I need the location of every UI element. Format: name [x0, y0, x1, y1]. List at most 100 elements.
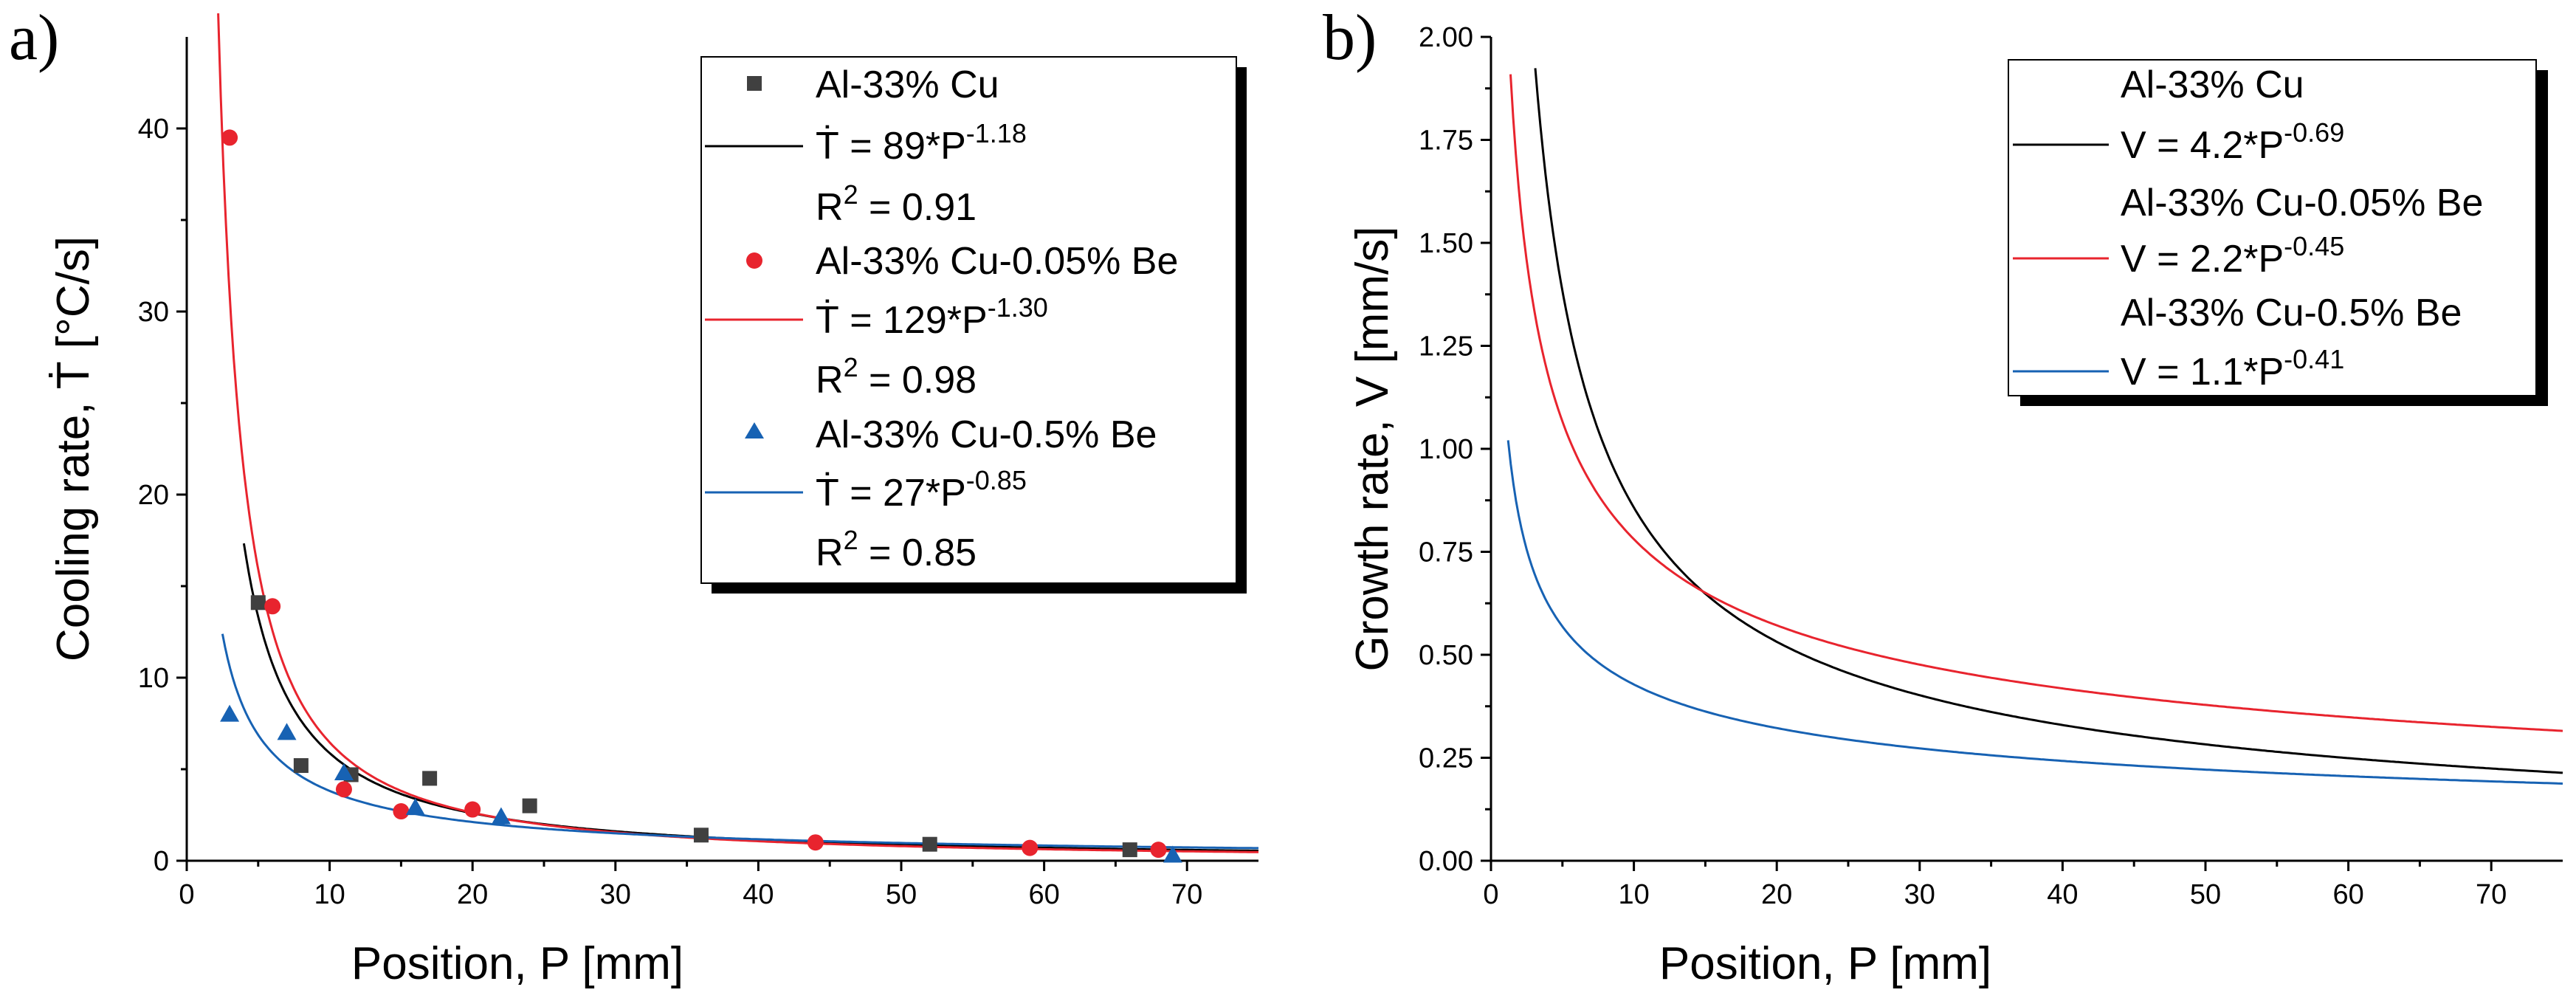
legend-r2-005be-val: = 0.98	[858, 359, 977, 402]
a-y-tick-label: 20	[138, 480, 169, 511]
legend-r2-al33cu-sup: 2	[844, 179, 858, 210]
legend-r2-al33cu-05be: R2 = 0.85	[816, 525, 977, 574]
b-y-tick-label: 1.50	[1419, 228, 1473, 259]
legend-fit-al33cu-005be: Ṫ = 129*P-1.30	[816, 292, 1048, 342]
a-x-tick-label: 20	[457, 879, 488, 910]
legend-b-fit-al33cu-05be: V = 1.1*P-0.41	[2121, 344, 2344, 393]
legend-entry-al33cu: Al-33% Cu	[816, 63, 999, 106]
a-point-triangle	[334, 763, 354, 780]
panel-a-y-title-symbol: Ṫ	[48, 361, 99, 389]
a-point-square	[522, 798, 537, 813]
legend-b-fit-al33cu: V = 4.2*P-0.69	[2121, 117, 2344, 167]
a-point-circle	[464, 801, 481, 818]
a-point-circle	[1150, 842, 1167, 859]
a-point-square	[693, 828, 709, 843]
b-x-tick-label: 30	[1904, 879, 1935, 910]
legend-marker-triangle-icon	[745, 422, 764, 438]
legend-b-entry-al33cu-05be: Al-33% Cu-0.5% Be	[2121, 292, 2462, 334]
a-point-circle	[393, 803, 410, 820]
a-x-tick-label: 60	[1028, 879, 1059, 910]
legend-r2-al33cu-val: = 0.91	[858, 186, 977, 229]
panel-a-y-title-unit: [°C/s]	[48, 236, 99, 361]
panel-b-label: b)	[1323, 2, 1377, 74]
b-y-tick-label: 0.75	[1419, 537, 1473, 568]
panel-b: b) Growth rate, V [mm/s] Position, P [mm…	[1323, 2, 2563, 989]
a-y-tick-label: 0	[154, 846, 169, 877]
a-y-tick-label: 10	[138, 663, 169, 694]
a-x-tick-label: 70	[1171, 879, 1202, 910]
legend-r2-05be-sup: 2	[844, 525, 858, 555]
legend-r2-al33cu-005be: R2 = 0.98	[816, 352, 977, 402]
legend-fit-al33cu-lhs: Ṫ = 89*P	[816, 125, 966, 168]
panel-b-y-axis-title: Growth rate, V [mm/s]	[1347, 227, 1398, 672]
b-y-tick-label: 0.25	[1419, 743, 1473, 774]
legend-b-entry-al33cu-005be: Al-33% Cu-0.05% Be	[2121, 182, 2483, 224]
a-point-square	[250, 595, 266, 610]
legend-entry-al33cu-005be: Al-33% Cu-0.05% Be	[816, 240, 1178, 283]
a-point-circle	[1022, 839, 1039, 856]
panel-a-y-axis-title: Cooling rate, Ṫ [°C/s]	[48, 236, 99, 661]
legend-b-fit-05be-lhs: V = 1.1*P	[2121, 351, 2284, 393]
legend-r2-05be-val: = 0.85	[858, 532, 977, 574]
b-x-tick-label: 10	[1618, 879, 1649, 910]
a-point-triangle	[220, 704, 240, 722]
a-point-triangle	[277, 723, 297, 740]
panel-a-label: a)	[9, 2, 59, 74]
legend-marker-circle-icon	[746, 252, 762, 269]
b-y-tick-label: 0.50	[1419, 640, 1473, 671]
a-point-square	[1122, 842, 1137, 858]
panel-b-legend: Al-33% Cu V = 4.2*P-0.69 Al-33% Cu-0.05%…	[2008, 59, 2548, 406]
a-point-square	[422, 771, 438, 786]
legend-entry-al33cu-05be: Al-33% Cu-0.5% Be	[816, 413, 1157, 456]
b-x-tick-label: 20	[1761, 879, 1792, 910]
b-y-tick-label: 2.00	[1419, 22, 1473, 53]
a-point-triangle	[1163, 845, 1182, 863]
a-y-tick-label: 30	[138, 297, 169, 328]
legend-fit-al33cu-05be: Ṫ = 27*P-0.85	[816, 465, 1027, 515]
a-point-triangle	[491, 807, 511, 825]
a-point-circle	[221, 129, 238, 146]
panel-b-x-axis-title: Position, P [mm]	[1659, 938, 1991, 989]
b-y-tick-label: 1.25	[1419, 331, 1473, 362]
b-x-tick-label: 0	[1483, 879, 1498, 910]
legend-fit-05be-exp: -0.85	[966, 465, 1027, 495]
b-y-tick-label: 1.75	[1419, 125, 1473, 156]
panel-b-legend-box	[2008, 59, 2537, 396]
panel-b-plot-area: 0 10 20 30 40 50 60 70 0.00 0.25 0.50 0.75 1.00 1.25 1…	[1419, 22, 2563, 910]
legend-b-fit-005be-exp: -0.45	[2284, 231, 2344, 261]
b-y-tick-label: 1.00	[1419, 434, 1473, 465]
a-point-square	[922, 836, 937, 852]
a-fit-curve-1	[217, 13, 1258, 853]
a-x-tick-label: 10	[314, 879, 345, 910]
a-point-circle	[264, 598, 281, 615]
a-x-tick-label: 40	[743, 879, 774, 910]
legend-fit-005be-exp: -1.30	[988, 292, 1048, 323]
legend-r2-005be-r: R	[816, 359, 844, 402]
legend-b-fit-05be-exp: -0.41	[2284, 344, 2344, 374]
a-point-circle	[335, 781, 352, 798]
panel-a-y-title-text: Cooling rate,	[48, 389, 99, 661]
panel-a-x-axis-title: Position, P [mm]	[351, 938, 683, 989]
a-x-tick-label: 50	[886, 879, 917, 910]
panel-a-legend: Al-33% Cu Ṫ = 89*P-1.18 R2 = 0.91 Al-33%…	[700, 56, 1247, 594]
a-x-tick-label: 0	[179, 879, 194, 910]
legend-b-fit-al33cu-005be: V = 2.2*P-0.45	[2121, 231, 2344, 281]
legend-fit-al33cu: Ṫ = 89*P-1.18	[816, 118, 1027, 168]
legend-marker-square-icon	[747, 76, 762, 91]
legend-r2-005be-sup: 2	[844, 352, 858, 382]
legend-fit-005be-lhs: Ṫ = 129*P	[816, 299, 988, 342]
b-x-tick-label: 60	[2332, 879, 2363, 910]
b-series-line-1	[1509, 74, 2563, 732]
legend-fit-al33cu-exp: -1.18	[966, 118, 1027, 148]
a-point-square	[293, 758, 309, 774]
panel-a: a) Cooling rate, Ṫ [°C/s] Position, P [m…	[9, 2, 1259, 989]
legend-b-fit-al33cu-exp: -0.69	[2284, 117, 2344, 148]
legend-r2-05be-r: R	[816, 532, 844, 574]
panel-a-plot-area: 0 10 20 30 40 50 60 70 0 10 20 30 40	[138, 13, 1259, 910]
legend-r2-al33cu-r: R	[816, 186, 844, 229]
legend-r2-al33cu: R2 = 0.91	[816, 179, 977, 229]
legend-b-fit-al33cu-lhs: V = 4.2*P	[2121, 124, 2284, 167]
legend-b-fit-005be-lhs: V = 2.2*P	[2121, 238, 2284, 281]
b-x-tick-label: 50	[2190, 879, 2221, 910]
